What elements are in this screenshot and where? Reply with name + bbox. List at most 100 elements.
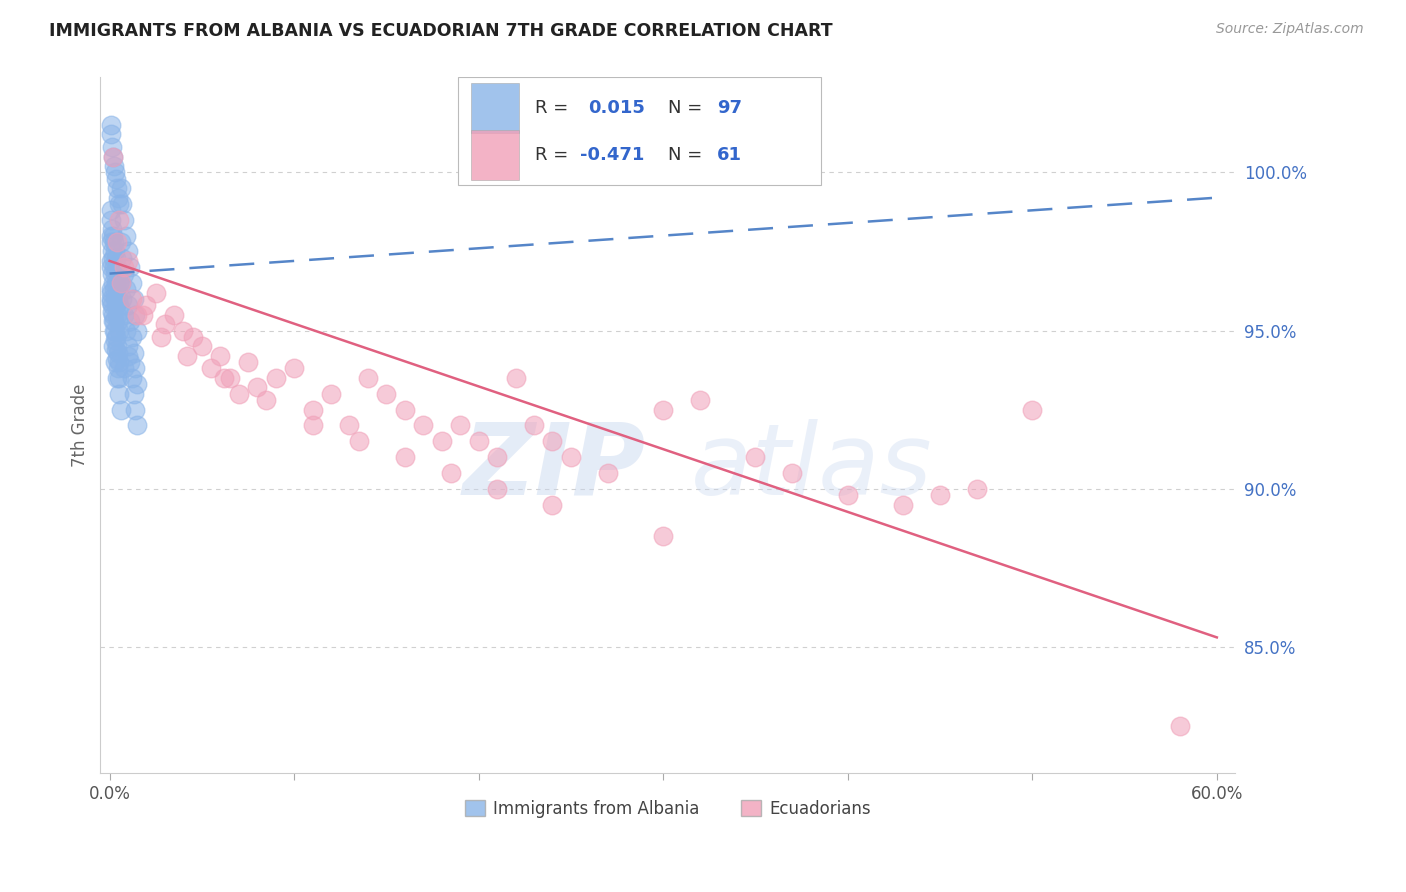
Point xyxy=(124,402,146,417)
Point xyxy=(111,197,134,211)
Point xyxy=(107,197,129,211)
Point xyxy=(103,251,125,265)
Point xyxy=(117,349,139,363)
Point xyxy=(105,251,128,265)
Point xyxy=(375,386,398,401)
Point xyxy=(891,498,914,512)
Point xyxy=(115,324,138,338)
Point xyxy=(110,276,132,290)
Point xyxy=(100,128,122,142)
Point xyxy=(117,244,139,259)
Point xyxy=(111,292,134,306)
Text: ZIP: ZIP xyxy=(463,418,645,516)
Point xyxy=(236,355,259,369)
Y-axis label: 7th Grade: 7th Grade xyxy=(72,384,89,467)
Point xyxy=(394,450,416,464)
Point xyxy=(127,308,149,322)
Text: N =: N = xyxy=(668,146,707,164)
Point xyxy=(264,371,287,385)
Point xyxy=(523,418,546,433)
Point xyxy=(127,418,149,433)
Point xyxy=(107,355,129,369)
FancyBboxPatch shape xyxy=(471,83,519,133)
Point xyxy=(486,450,509,464)
Text: atlas: atlas xyxy=(690,418,932,516)
Point xyxy=(101,298,124,312)
Point xyxy=(486,482,509,496)
Point xyxy=(181,330,204,344)
Point xyxy=(107,361,129,376)
Point xyxy=(105,171,128,186)
Point xyxy=(105,298,128,312)
Point xyxy=(124,308,146,322)
Point xyxy=(112,308,135,322)
Point xyxy=(124,361,146,376)
Point xyxy=(100,254,122,268)
Point xyxy=(105,343,128,357)
Point xyxy=(104,333,127,347)
Text: 97: 97 xyxy=(717,99,741,117)
Point xyxy=(110,235,132,249)
Point xyxy=(118,314,141,328)
Point xyxy=(105,260,128,275)
Point xyxy=(100,285,122,300)
Point xyxy=(112,260,135,275)
Point xyxy=(394,402,416,417)
Point xyxy=(105,181,128,195)
Point xyxy=(118,355,141,369)
Point xyxy=(541,498,564,512)
Point xyxy=(105,371,128,385)
Point xyxy=(782,466,804,480)
Point xyxy=(105,339,128,353)
Point xyxy=(150,330,173,344)
Point xyxy=(132,308,155,322)
Point xyxy=(110,402,132,417)
Point xyxy=(100,295,122,310)
Point xyxy=(104,324,127,338)
Point xyxy=(107,314,129,328)
Point xyxy=(107,191,129,205)
Text: 0.015: 0.015 xyxy=(588,99,645,117)
Point xyxy=(103,314,125,328)
Point xyxy=(103,282,125,296)
Point xyxy=(112,267,135,281)
Point xyxy=(103,339,125,353)
Point xyxy=(103,260,125,275)
Point xyxy=(412,418,434,433)
Point xyxy=(966,482,988,496)
Legend: Immigrants from Albania, Ecuadorians: Immigrants from Albania, Ecuadorians xyxy=(458,793,877,824)
Point xyxy=(176,349,198,363)
Point xyxy=(560,450,582,464)
Point xyxy=(112,361,135,376)
Point xyxy=(1168,719,1191,733)
Point xyxy=(283,361,305,376)
Point xyxy=(112,212,135,227)
Point xyxy=(467,434,489,449)
Point xyxy=(104,355,127,369)
Point xyxy=(110,181,132,195)
Point xyxy=(107,371,129,385)
Point xyxy=(117,298,139,312)
Text: 61: 61 xyxy=(717,146,741,164)
Point xyxy=(118,260,141,275)
Text: R =: R = xyxy=(536,99,574,117)
Point xyxy=(103,235,125,249)
Point xyxy=(107,212,129,227)
Point xyxy=(103,314,125,328)
Point xyxy=(107,324,129,338)
Text: Source: ZipAtlas.com: Source: ZipAtlas.com xyxy=(1216,22,1364,37)
Point xyxy=(837,488,859,502)
Point xyxy=(122,292,145,306)
Point xyxy=(145,285,167,300)
Text: R =: R = xyxy=(536,146,574,164)
Point xyxy=(103,324,125,338)
Point xyxy=(209,349,232,363)
Point xyxy=(101,140,124,154)
Point xyxy=(104,165,127,179)
Point xyxy=(101,304,124,318)
Point xyxy=(218,371,240,385)
Point xyxy=(172,324,194,338)
Point xyxy=(121,292,143,306)
Point xyxy=(1021,402,1043,417)
Point xyxy=(347,434,370,449)
